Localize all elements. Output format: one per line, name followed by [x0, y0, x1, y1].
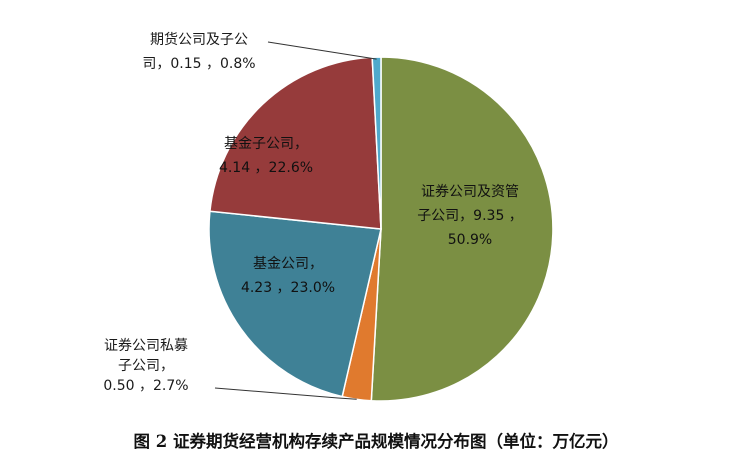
slice-label: 基金子公司， 4.14 ，22.6%	[219, 135, 313, 176]
slice-label-line: 期货公司及子公	[150, 31, 248, 48]
slice-label-line: 证券公司私募	[104, 338, 188, 354]
slice-label-line: 子公司，	[118, 358, 174, 374]
leader-line	[267, 41, 377, 60]
slice-label-line: 4.23 ，23.0%	[241, 280, 335, 296]
leader-lines	[214, 41, 377, 400]
pie-slice	[370, 56, 554, 402]
pie-slice	[209, 56, 382, 230]
pie-slices	[208, 56, 554, 402]
leader-line	[214, 387, 357, 400]
slice-label-line: 基金子公司，	[224, 135, 308, 152]
slice-labels: 证券公司及资管子公司，9.35 ， 50.9% 证券公司私募子公司， 0.50 ，2.…	[103, 31, 522, 394]
pie-slice	[371, 56, 382, 230]
slice-label-line: 司，0.15 ，0.8%	[142, 56, 255, 72]
slice-label-line: 4.14 ，22.6%	[219, 160, 313, 176]
slice-label-line: 基金公司，	[253, 255, 323, 272]
slice-label-line: 50.9%	[448, 232, 492, 248]
chart-caption: 图 2 证券期货经营机构存续产品规模情况分布图（单位：万亿元）	[133, 432, 619, 451]
slice-label-line: 0.50 ，2.7%	[103, 378, 188, 394]
slice-label-line: 子公司，9.35 ，	[417, 208, 523, 224]
slice-label-line: 证券公司及资管	[421, 184, 519, 200]
slice-label: 证券公司及资管子公司，9.35 ， 50.9%	[417, 184, 523, 248]
pie-slice	[208, 210, 382, 398]
slice-label: 证券公司私募子公司， 0.50 ，2.7%	[103, 338, 188, 394]
slice-label: 期货公司及子公司，0.15 ，0.8%	[142, 31, 255, 72]
slice-label: 基金公司， 4.23 ，23.0%	[241, 255, 335, 296]
